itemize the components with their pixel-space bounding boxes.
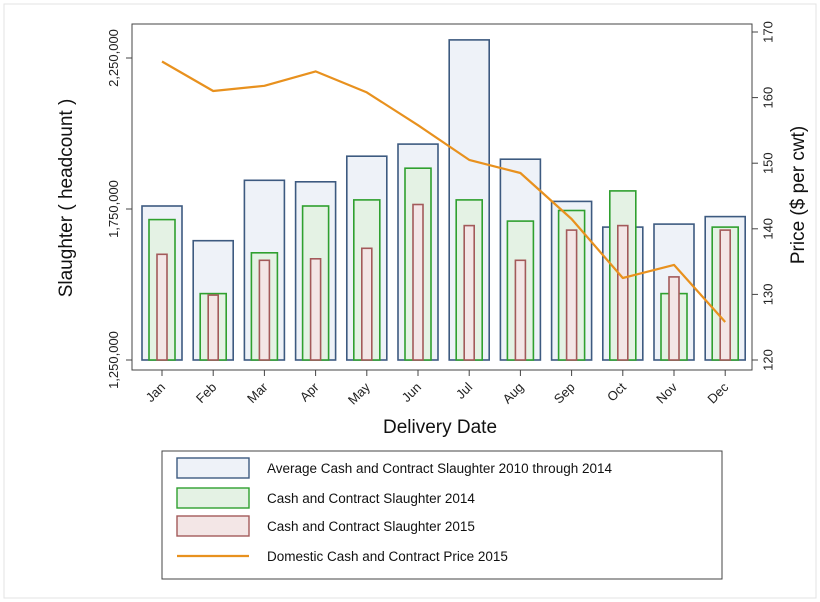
right-tick-label: 120 [761,349,776,371]
price-line [161,60,727,323]
bar-2015-oct [616,224,629,361]
legend-box [161,450,723,580]
x-tick-label-dec: Dec [704,379,731,406]
plot-area [131,23,753,371]
bar-2015-jan [156,253,168,361]
left-tick-label: 1,250,000 [106,331,121,389]
legend-label-1: Average Cash and Contract Slaughter 2010… [267,461,612,476]
bar-2015-apr [309,257,322,361]
left-axis-title: Slaughter ( headcount ) [56,99,77,298]
right-tick-label: 140 [761,218,776,240]
legend-label-3: Cash and Contract Slaughter 2015 [267,519,475,534]
legend-swatch-avg-bar [176,457,250,479]
bar-2015-jul [463,224,476,361]
x-tick-label-jul: Jul [453,379,475,401]
bar-2015-dec [719,229,732,361]
x-tick-label-aug: Aug [500,380,527,407]
bar-2015-nov [668,276,680,361]
legend-swatch-bar-2014 [176,487,250,509]
bar-2015-sep [565,229,578,361]
legend-label-4: Domestic Cash and Contract Price 2015 [267,549,508,564]
x-tick-label-jan: Jan [143,380,168,405]
x-tick-label-apr: Apr [297,379,322,404]
right-axis-title: Price ($ per cwt) [788,126,809,264]
bar-2015-may [360,247,373,361]
right-tick-label: 130 [761,284,776,306]
right-tick-label: 160 [761,87,776,109]
x-tick-label-sep: Sep [551,380,578,407]
x-tick-label-may: May [345,379,373,407]
left-tick-label: 1,750,000 [106,180,121,238]
x-tick-label-oct: Oct [604,379,629,404]
bar-2015-jun [412,203,424,361]
bar-2015-feb [207,294,219,361]
bar-2015-mar [258,259,271,361]
x-tick-label-mar: Mar [244,379,271,406]
right-tick-label: 150 [761,152,776,174]
bar-2015-aug [514,259,527,361]
right-tick-label: 170 [761,21,776,43]
x-tick-label-feb: Feb [193,380,219,406]
legend-label-2: Cash and Contract Slaughter 2014 [267,491,475,506]
x-axis-title: Delivery Date [383,417,497,438]
figure-border [3,3,817,599]
legend-swatch-bar-2015 [176,515,250,537]
x-tick-label-jun: Jun [399,380,424,405]
x-tick-label-nov: Nov [653,379,680,406]
left-tick-label: 2,250,000 [106,29,121,87]
